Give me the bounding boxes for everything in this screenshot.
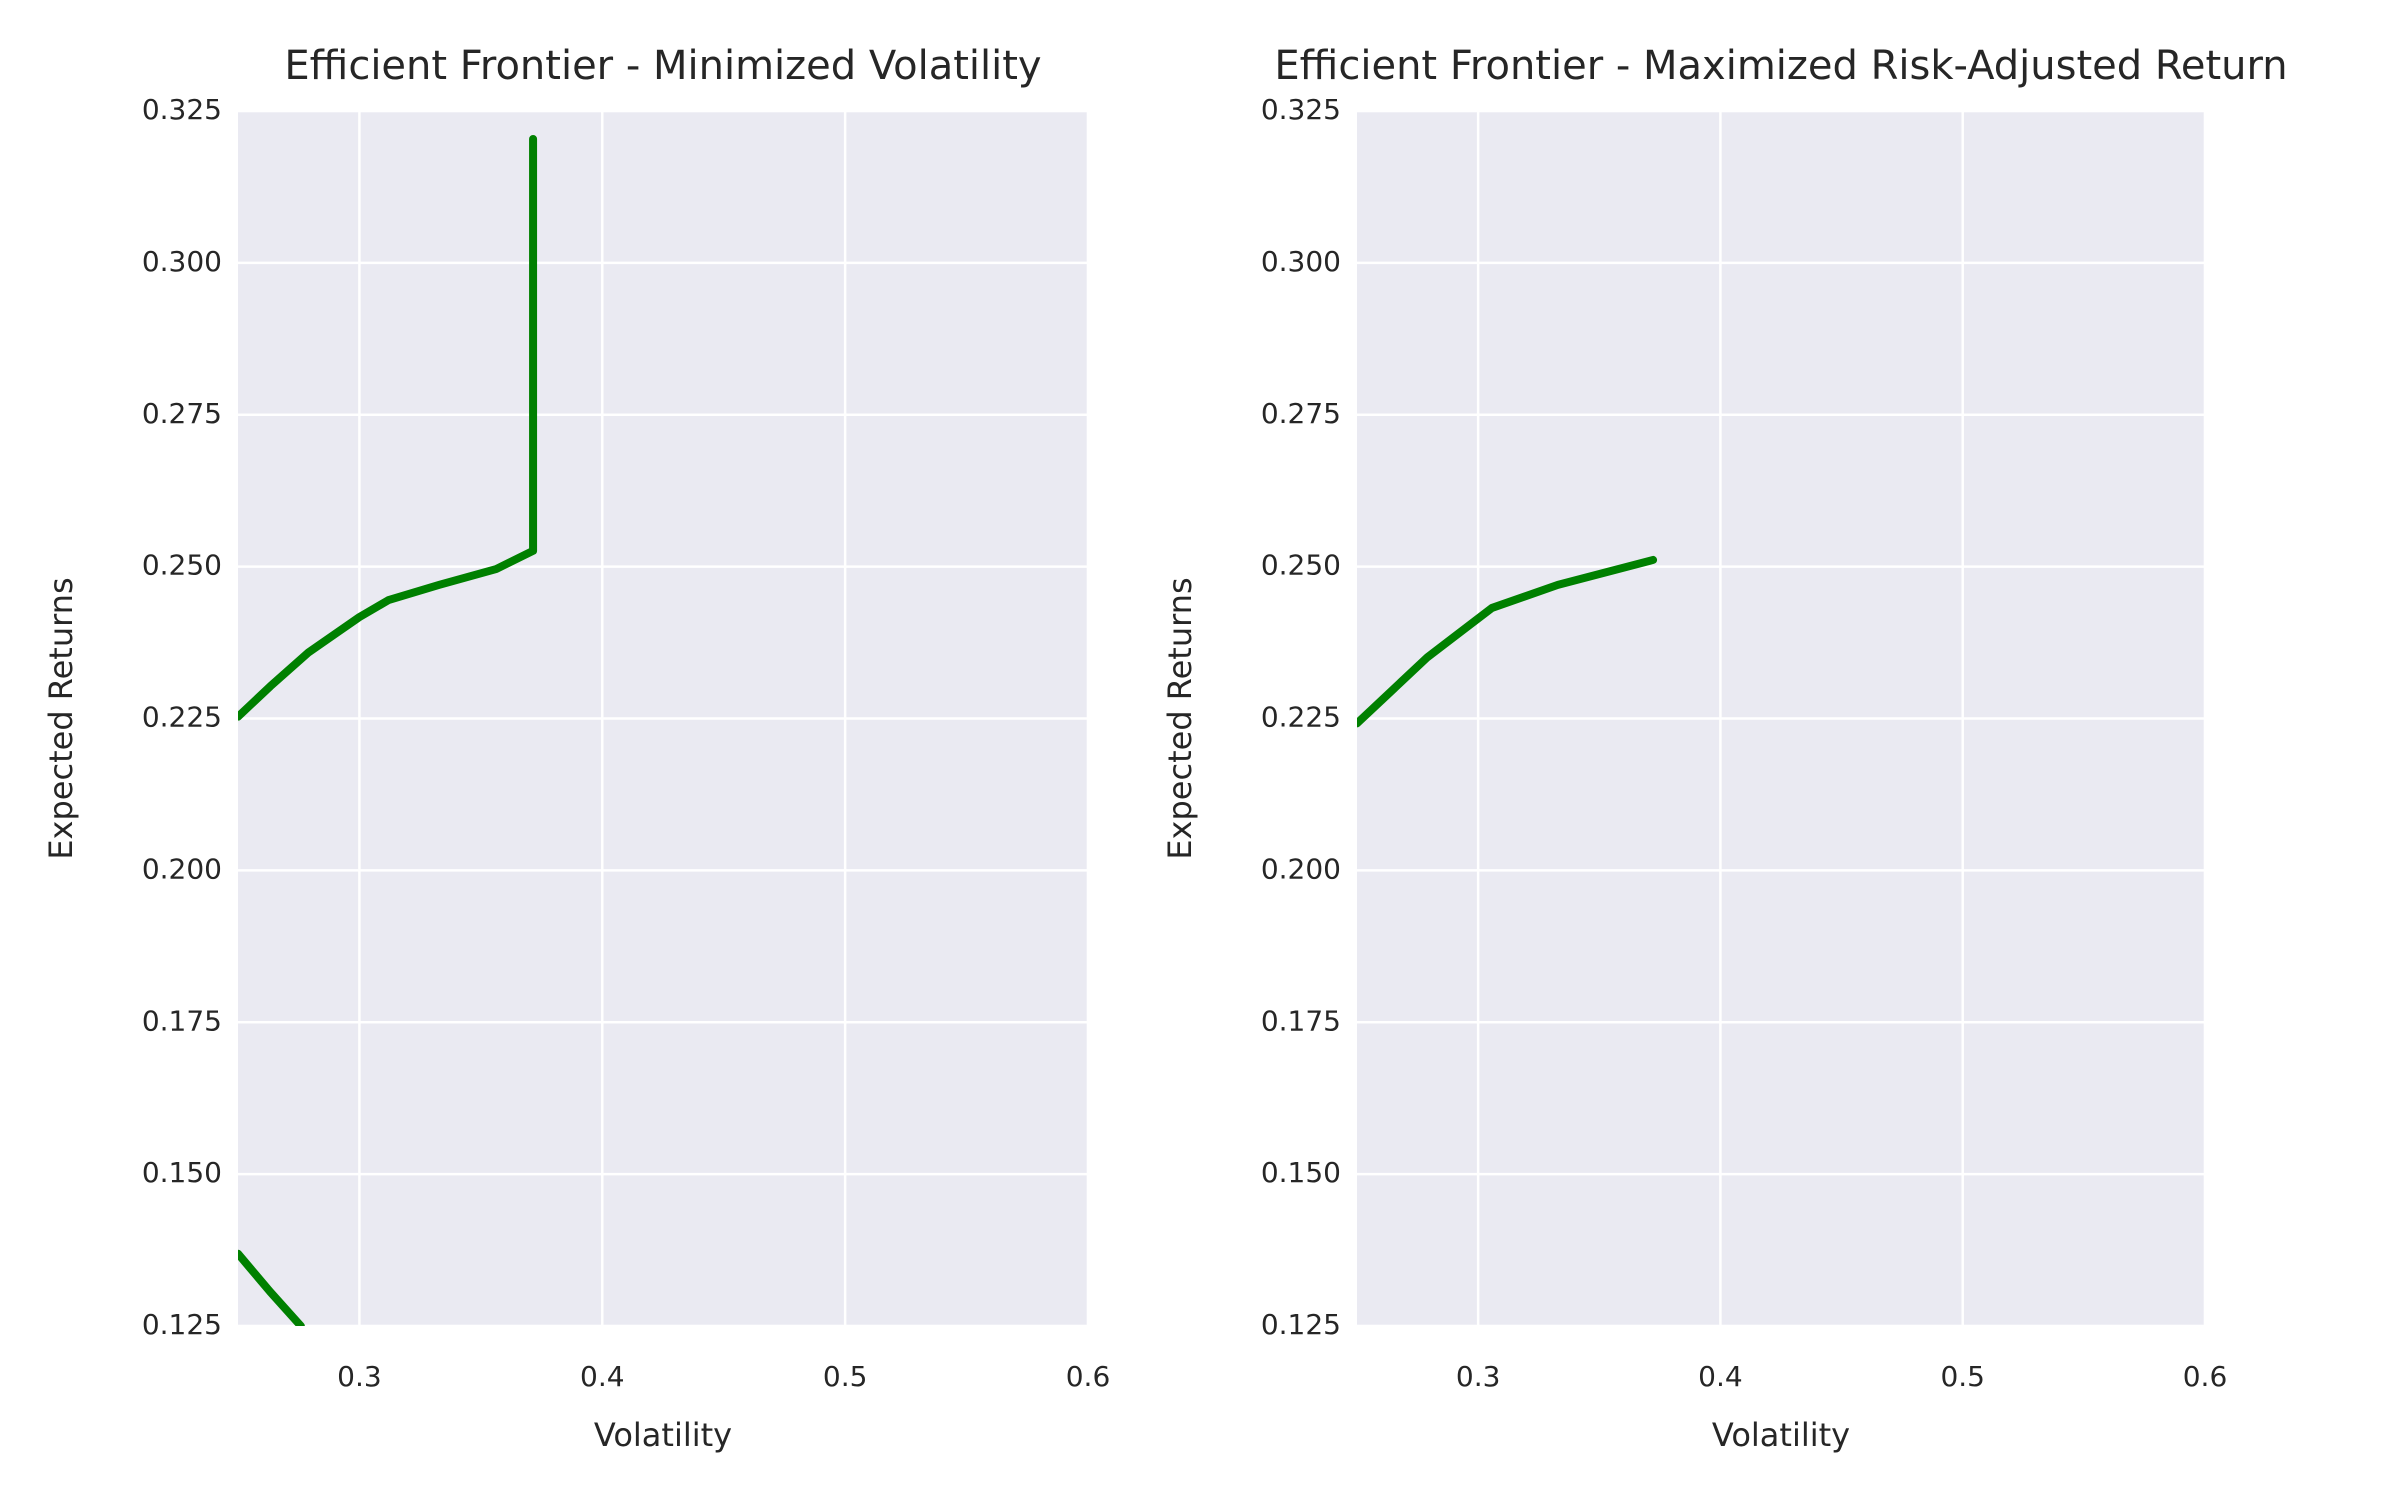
y-tick-label: 0.150 [1261, 1156, 1341, 1189]
y-tick-label: 0.250 [1261, 549, 1341, 582]
x-axis-label: Volatility [594, 1416, 732, 1454]
y-tick-label: 0.300 [1261, 245, 1341, 278]
y-axis-label: Expected Returns [1161, 577, 1199, 859]
panel: 0.125 0.150 0.175 0.200 0.225 0.250 0.275 0.300… [42, 43, 1110, 1454]
frontier-line [238, 134, 538, 1326]
x-tick-label: 0.3 [1456, 1360, 1501, 1393]
y-tick-label: 0.175 [1261, 1004, 1341, 1037]
y-tick-label: 0.300 [142, 245, 222, 278]
x-tick-label: 0.6 [1066, 1360, 1111, 1393]
y-tick-label: 0.175 [142, 1004, 222, 1037]
panel: 0.125 0.150 0.175 0.200 0.225 0.250 0.275 0.300… [1161, 43, 2288, 1454]
frontier-line [1357, 555, 1658, 728]
y-tick-label: 0.200 [1261, 852, 1341, 885]
y-tick-label: 0.250 [142, 549, 222, 582]
x-tick-label: 0.5 [1940, 1360, 1985, 1393]
y-tick-label: 0.225 [142, 701, 222, 734]
y-tick-label: 0.325 [142, 93, 222, 126]
y-tick-label: 0.200 [142, 852, 222, 885]
y-tick-label: 0.125 [1261, 1308, 1341, 1341]
x-tick-label: 0.3 [337, 1360, 382, 1393]
y-tick-label: 0.275 [1261, 397, 1341, 430]
x-axis-label: Volatility [1712, 1416, 1850, 1454]
y-tick-label: 0.275 [142, 397, 222, 430]
y-axis-label: Expected Returns [42, 577, 80, 859]
chart-title: Efficient Frontier - Minimized Volatilit… [284, 43, 1041, 89]
x-tick-label: 0.6 [2183, 1360, 2228, 1393]
y-tick-label: 0.225 [1261, 701, 1341, 734]
x-tick-label: 0.4 [580, 1360, 625, 1393]
x-tick-label: 0.5 [823, 1360, 868, 1393]
y-tick-label: 0.125 [142, 1308, 222, 1341]
y-tick-label: 0.325 [1261, 93, 1341, 126]
x-tick-label: 0.4 [1698, 1360, 1743, 1393]
chart-title: Efficient Frontier - Maximized Risk-Adju… [1274, 43, 2287, 89]
y-tick-label: 0.150 [142, 1156, 222, 1189]
